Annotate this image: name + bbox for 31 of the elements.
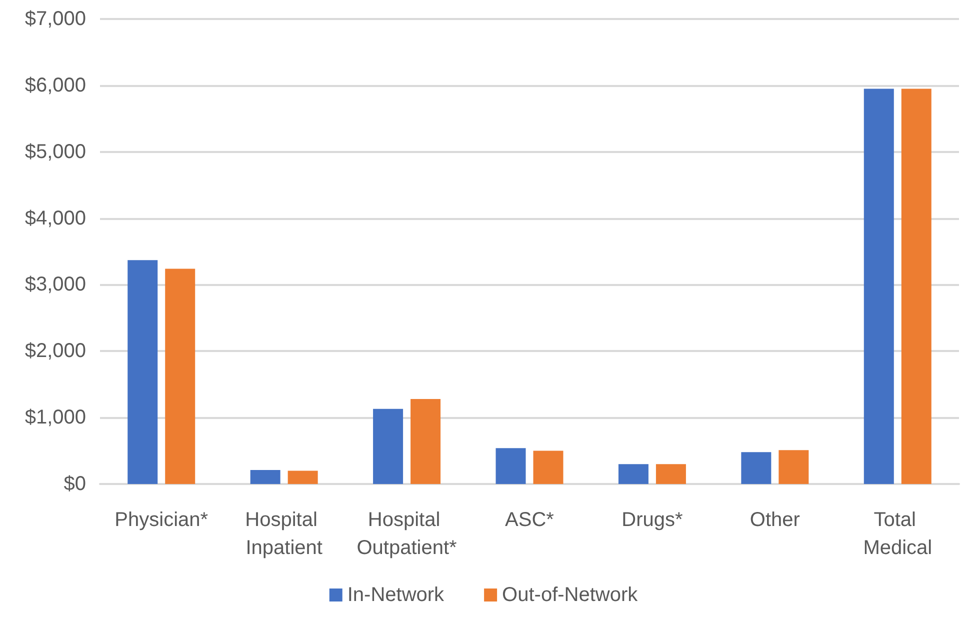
bar (656, 464, 686, 484)
bar (128, 260, 158, 484)
bar (373, 408, 404, 484)
bar (618, 464, 648, 484)
bar (165, 268, 196, 484)
y-tick-label: $3,000 (24, 274, 86, 296)
x-tick-label: Hospital Outpatient* (356, 509, 458, 559)
y-tick-label: $1,000 (24, 406, 86, 429)
legend-label: In-Network (347, 584, 446, 606)
x-tick-label: Physician* (114, 509, 208, 531)
bar (410, 398, 441, 484)
bar (741, 452, 772, 484)
y-tick-label: $5,000 (24, 140, 86, 163)
bar (288, 470, 318, 484)
x-tick-label: Total Medical (863, 509, 932, 559)
bar (864, 88, 894, 484)
y-tick-label: $6,000 (24, 74, 86, 96)
x-tick-label: Drugs* (622, 509, 683, 531)
y-tick-label: $4,000 (24, 207, 86, 230)
y-tick-label: $0 (64, 473, 86, 495)
bar (533, 450, 564, 484)
bar (901, 88, 932, 484)
bar (778, 450, 809, 484)
bar (250, 470, 280, 484)
x-tick-label: ASC* (505, 509, 554, 531)
x-tick-label: Other (750, 509, 800, 531)
x-tick-label: Hospital Inpatient (245, 509, 323, 559)
y-tick-label: $2,000 (24, 340, 86, 362)
y-tick-label: $7,000 (24, 8, 86, 30)
bar (496, 448, 526, 484)
legend-label: Out-of-Network (502, 584, 639, 606)
